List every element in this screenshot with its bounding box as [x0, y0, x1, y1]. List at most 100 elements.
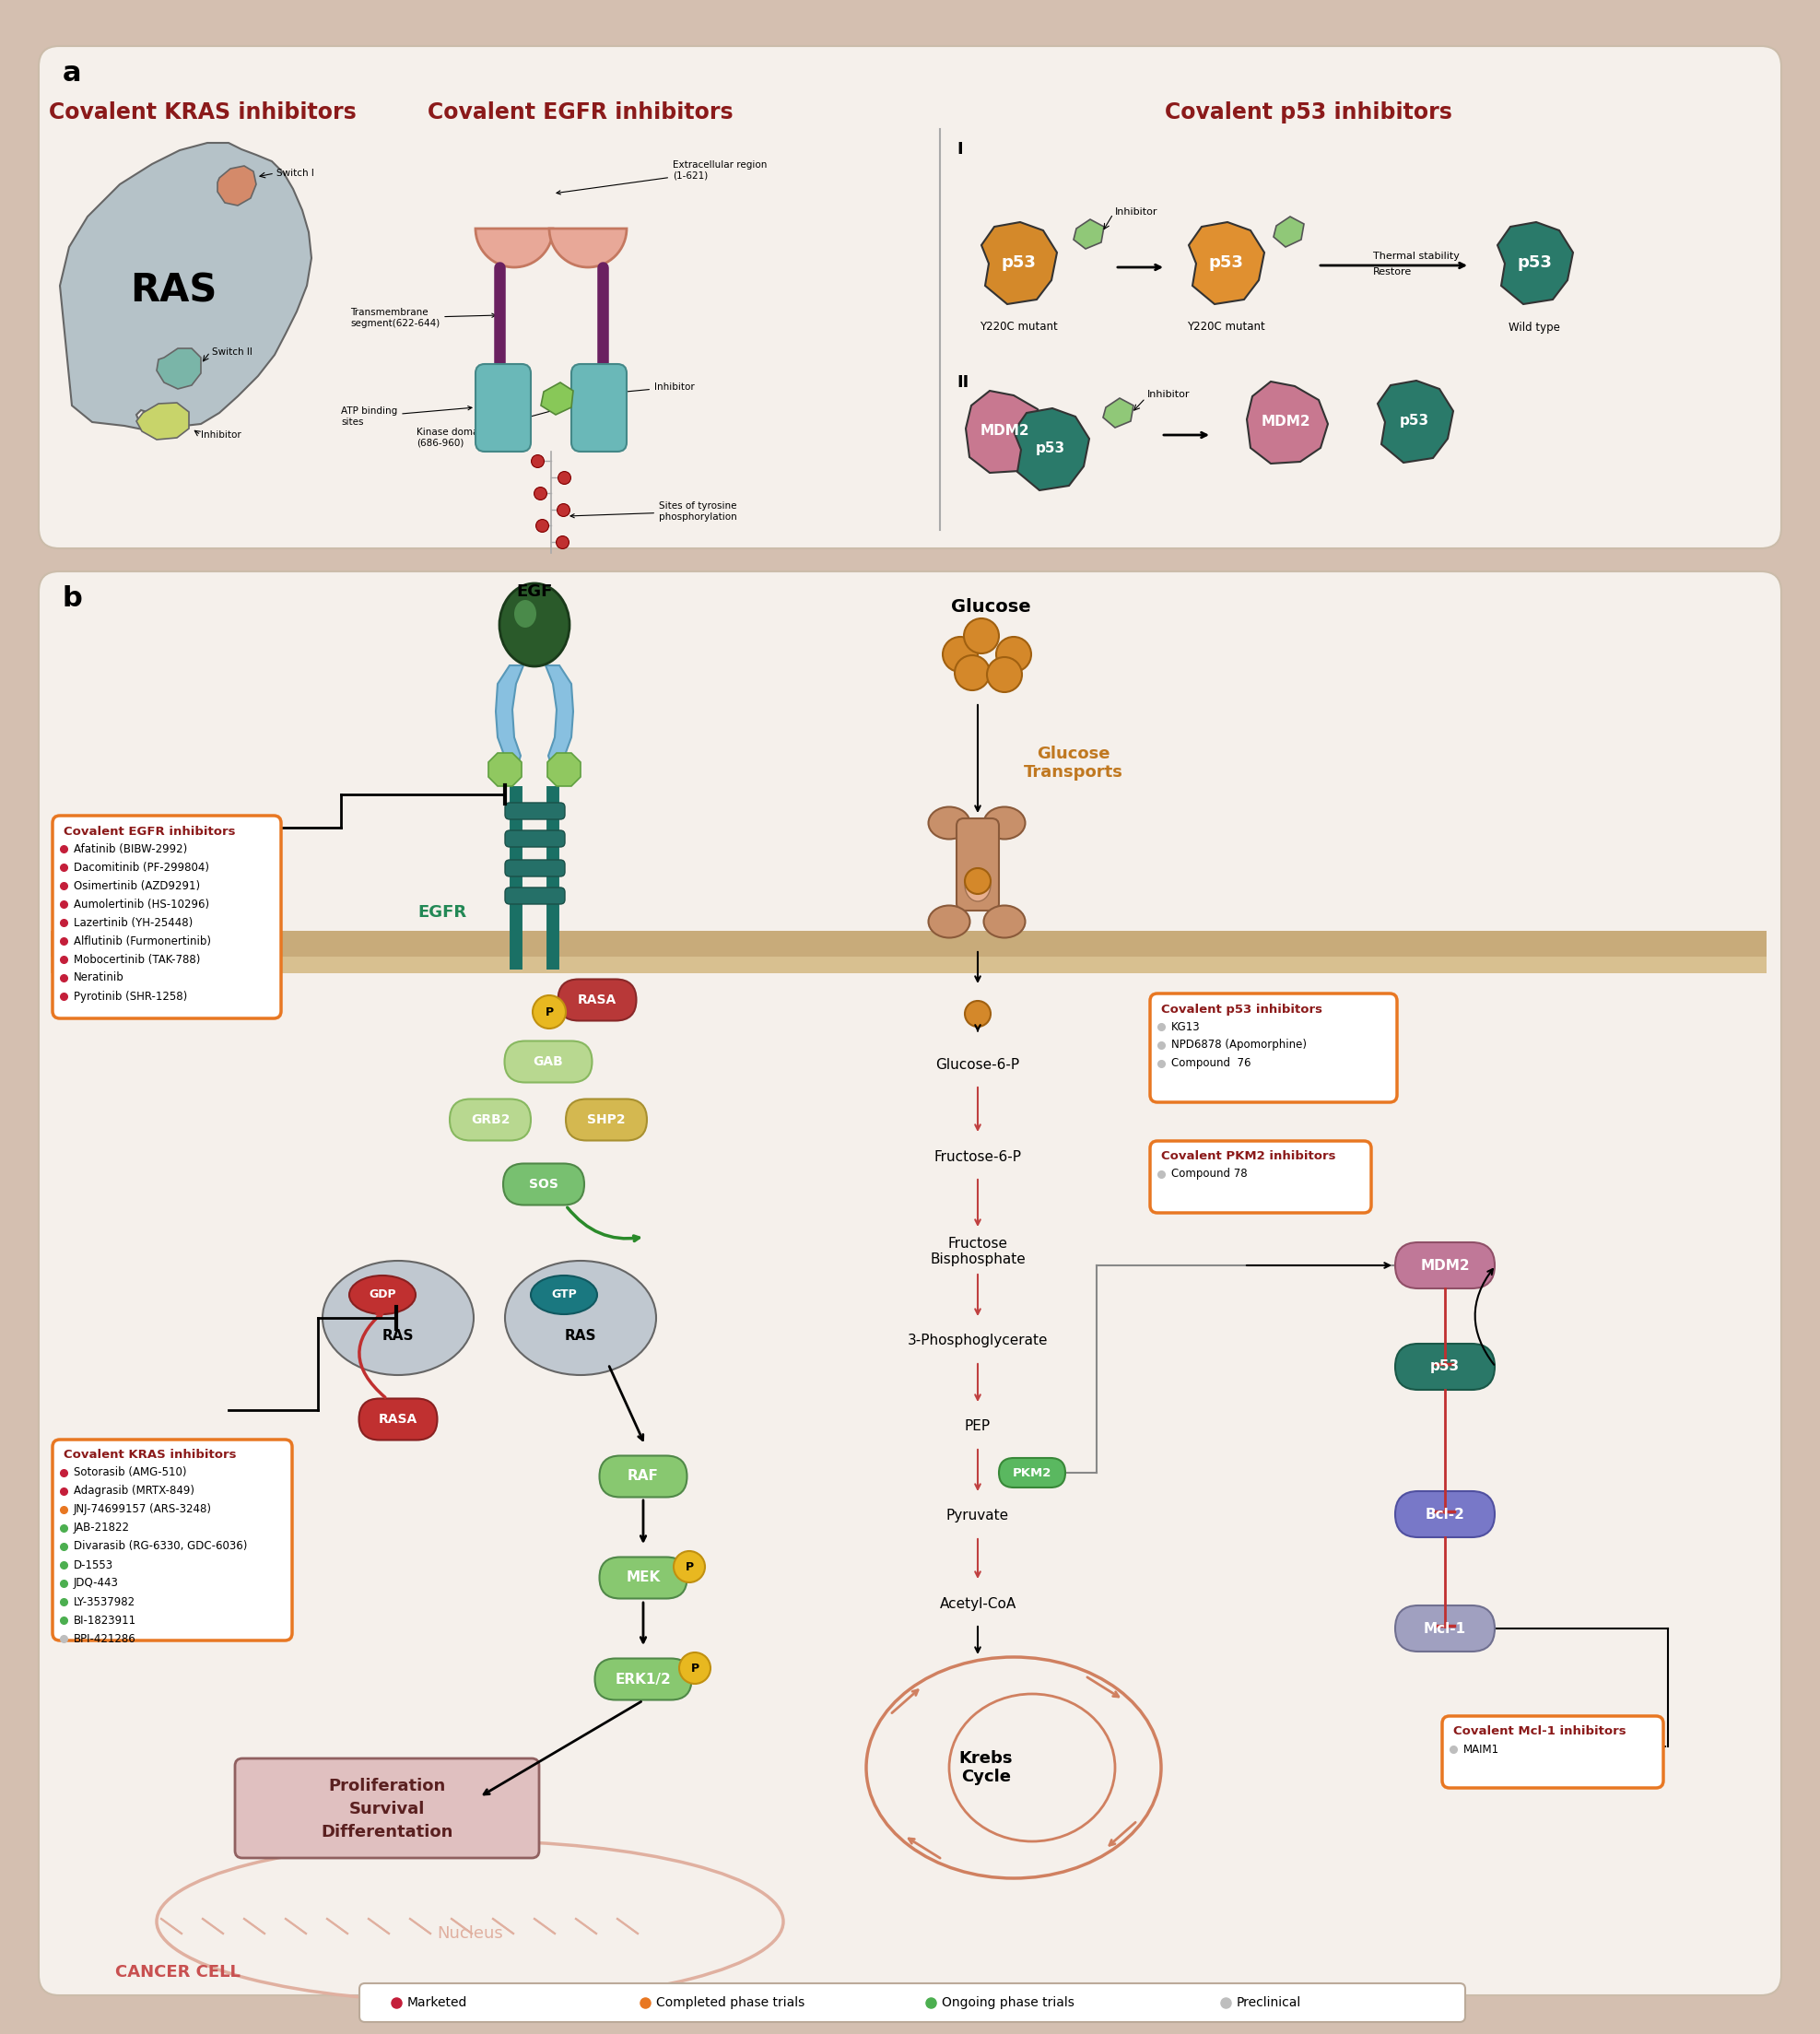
Text: a: a: [62, 61, 82, 87]
Text: Covalent EGFR inhibitors: Covalent EGFR inhibitors: [428, 102, 733, 124]
Circle shape: [956, 655, 990, 690]
Text: Afatinib (BIBW-2992): Afatinib (BIBW-2992): [75, 842, 187, 854]
Circle shape: [965, 869, 990, 895]
Text: Covalent p53 inhibitors: Covalent p53 inhibitors: [1165, 102, 1452, 124]
FancyBboxPatch shape: [559, 978, 637, 1021]
Text: Compound 78: Compound 78: [1172, 1168, 1247, 1180]
Text: Covalent p53 inhibitors: Covalent p53 inhibitors: [1161, 1003, 1323, 1015]
Text: II: II: [957, 374, 968, 391]
Text: CANCER CELL: CANCER CELL: [115, 1965, 240, 1981]
FancyBboxPatch shape: [1396, 1491, 1494, 1538]
Polygon shape: [488, 753, 522, 785]
FancyBboxPatch shape: [359, 1399, 437, 1440]
Text: Compound  76: Compound 76: [1172, 1058, 1250, 1070]
Text: Differentation: Differentation: [320, 1824, 453, 1841]
Polygon shape: [981, 222, 1057, 305]
Text: GTP: GTP: [551, 1290, 577, 1302]
Ellipse shape: [985, 807, 1025, 840]
Text: Switch II: Switch II: [211, 348, 253, 356]
FancyBboxPatch shape: [504, 1041, 592, 1082]
Text: Mcl-1: Mcl-1: [1423, 1621, 1467, 1635]
Text: Ongoing phase trials: Ongoing phase trials: [941, 1995, 1074, 2010]
Text: BPI-421286: BPI-421286: [75, 1633, 136, 1646]
Polygon shape: [136, 403, 189, 439]
Polygon shape: [546, 665, 573, 769]
Text: Bcl-2: Bcl-2: [1425, 1507, 1465, 1521]
Ellipse shape: [985, 905, 1025, 938]
Text: Sotorasib (AMG-510): Sotorasib (AMG-510): [75, 1467, 187, 1479]
FancyBboxPatch shape: [504, 860, 564, 877]
FancyBboxPatch shape: [566, 1098, 646, 1141]
Text: Wild type: Wild type: [1509, 321, 1560, 334]
FancyBboxPatch shape: [1396, 1344, 1494, 1389]
Text: GAB: GAB: [533, 1056, 564, 1068]
Text: P: P: [544, 1007, 553, 1017]
Polygon shape: [1498, 222, 1572, 305]
FancyBboxPatch shape: [51, 932, 1767, 956]
Text: Adagrasib (MRTX-849): Adagrasib (MRTX-849): [75, 1485, 195, 1497]
Text: Inhibitor: Inhibitor: [1116, 207, 1158, 216]
Text: SHP2: SHP2: [588, 1113, 626, 1127]
Text: PKM2: PKM2: [1012, 1467, 1052, 1479]
FancyBboxPatch shape: [53, 816, 280, 1019]
Text: P: P: [690, 1662, 699, 1674]
FancyBboxPatch shape: [38, 47, 1782, 549]
Ellipse shape: [531, 1275, 597, 1314]
Text: PEP: PEP: [965, 1420, 990, 1434]
Text: Covalent PKM2 inhibitors: Covalent PKM2 inhibitors: [1161, 1151, 1336, 1163]
FancyBboxPatch shape: [595, 1658, 692, 1700]
Text: Completed phase trials: Completed phase trials: [657, 1995, 804, 2010]
FancyBboxPatch shape: [1396, 1605, 1494, 1652]
Text: Krebs
Cycle: Krebs Cycle: [959, 1749, 1014, 1786]
FancyBboxPatch shape: [1396, 1243, 1494, 1288]
Ellipse shape: [499, 584, 570, 667]
Text: p53: p53: [1001, 254, 1036, 271]
Polygon shape: [548, 753, 581, 785]
Text: Pyruvate: Pyruvate: [946, 1509, 1008, 1523]
Ellipse shape: [322, 1261, 473, 1375]
Text: Fructose
Bisphosphate: Fructose Bisphosphate: [930, 1237, 1025, 1267]
Polygon shape: [157, 348, 200, 388]
Text: Covalent Mcl-1 inhibitors: Covalent Mcl-1 inhibitors: [1452, 1725, 1625, 1737]
Circle shape: [965, 618, 999, 653]
FancyBboxPatch shape: [1150, 1141, 1370, 1212]
Polygon shape: [1188, 222, 1265, 305]
Text: Acetyl-CoA: Acetyl-CoA: [939, 1597, 1016, 1611]
FancyBboxPatch shape: [599, 1558, 686, 1599]
Circle shape: [996, 637, 1032, 671]
Ellipse shape: [950, 1694, 1116, 1841]
Text: Transmembrane
segment(622-644): Transmembrane segment(622-644): [349, 307, 495, 327]
Circle shape: [673, 1552, 704, 1582]
Text: Dacomitinib (PF-299804): Dacomitinib (PF-299804): [75, 860, 209, 873]
Text: MDM2: MDM2: [1261, 415, 1310, 427]
Polygon shape: [1247, 382, 1329, 464]
FancyBboxPatch shape: [51, 956, 1767, 972]
Text: p53: p53: [1400, 415, 1429, 427]
Ellipse shape: [928, 807, 970, 840]
FancyBboxPatch shape: [1441, 1717, 1663, 1788]
Text: Mobocertinib (TAK-788): Mobocertinib (TAK-788): [75, 954, 200, 966]
Text: Inhibitor: Inhibitor: [1147, 391, 1190, 399]
FancyBboxPatch shape: [53, 1440, 293, 1641]
Text: Y220C mutant: Y220C mutant: [979, 321, 1057, 334]
Text: KG13: KG13: [1172, 1021, 1201, 1033]
Text: Nucleus: Nucleus: [437, 1926, 502, 1942]
FancyBboxPatch shape: [571, 364, 626, 452]
Text: RASA: RASA: [379, 1414, 417, 1426]
Text: EGF: EGF: [517, 584, 553, 600]
Polygon shape: [60, 142, 311, 431]
Text: RASA: RASA: [577, 993, 617, 1007]
Text: Glucose-6-P: Glucose-6-P: [935, 1058, 1019, 1072]
Text: EGFR: EGFR: [419, 903, 466, 921]
Text: GDP: GDP: [369, 1290, 397, 1302]
Text: Inhibitor: Inhibitor: [561, 382, 695, 399]
Text: Glucose
Transports: Glucose Transports: [1025, 744, 1123, 781]
Circle shape: [533, 995, 566, 1029]
Text: MEK: MEK: [626, 1570, 661, 1584]
FancyBboxPatch shape: [475, 364, 531, 452]
Text: Glucose: Glucose: [950, 598, 1030, 614]
Ellipse shape: [349, 1275, 415, 1314]
Text: RAS: RAS: [129, 271, 217, 309]
Text: MDM2: MDM2: [979, 423, 1028, 437]
FancyBboxPatch shape: [599, 1456, 686, 1497]
